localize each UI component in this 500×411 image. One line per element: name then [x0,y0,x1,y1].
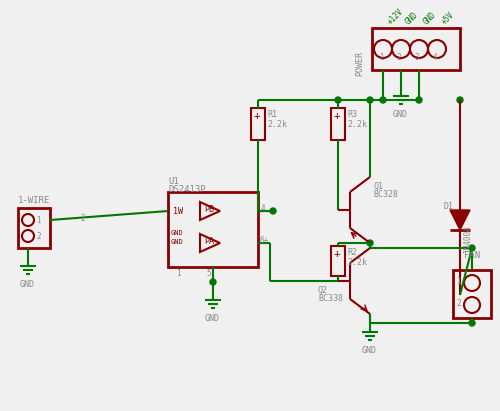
Circle shape [410,40,428,58]
Text: +12V: +12V [386,7,406,26]
Circle shape [210,279,216,285]
Text: DS2413P: DS2413P [168,185,205,194]
Text: 6+: 6+ [260,236,269,245]
Bar [453,270,491,318]
Text: GND: GND [393,110,408,119]
Circle shape [335,97,341,103]
Text: +: + [334,111,341,121]
Text: 1: 1 [456,277,460,286]
Text: Q1: Q1 [373,182,383,191]
Text: 2: 2 [80,214,84,223]
Text: 2.2k: 2.2k [347,258,367,267]
Circle shape [270,208,276,214]
Text: POWER: POWER [355,51,364,76]
Polygon shape [200,202,220,220]
Text: PB: PB [204,205,214,214]
Text: Q2: Q2 [318,286,328,295]
Text: +: + [254,111,261,121]
Text: PA: PA [204,237,214,246]
Bar [18,208,50,248]
Text: GND: GND [20,280,35,289]
Polygon shape [200,234,220,252]
Text: R2: R2 [347,248,357,257]
Text: 2: 2 [36,232,40,241]
Text: GND: GND [171,230,184,236]
Text: FAN: FAN [464,251,480,260]
Text: 2: 2 [396,53,402,62]
Text: 4: 4 [261,204,266,213]
Circle shape [457,97,463,103]
Text: BC338: BC338 [318,294,343,303]
Text: +: + [334,249,341,259]
Text: GND: GND [171,239,184,245]
Text: 1: 1 [378,53,384,62]
Text: GND: GND [422,10,438,26]
Circle shape [367,240,373,246]
Circle shape [464,297,480,313]
Circle shape [416,97,422,103]
Circle shape [22,214,34,226]
Text: 2: 2 [456,298,460,307]
Circle shape [469,245,475,251]
Text: U1: U1 [168,177,179,186]
Text: 2.2k: 2.2k [347,120,367,129]
Text: 4: 4 [432,53,438,62]
Circle shape [374,40,392,58]
Text: GND: GND [362,346,377,355]
Circle shape [428,40,446,58]
Text: 1W: 1W [173,207,183,216]
Circle shape [464,275,480,291]
Text: D1: D1 [444,202,454,211]
Bar [331,246,345,276]
Circle shape [380,97,386,103]
Text: GND: GND [404,10,420,26]
Bar [168,192,258,267]
Text: BC328: BC328 [373,190,398,199]
Text: 1: 1 [36,216,40,225]
Bar [372,28,460,70]
Polygon shape [450,210,470,230]
Circle shape [392,40,410,58]
Text: 5: 5 [206,269,210,278]
Text: 1: 1 [176,269,180,278]
Text: 1N4004: 1N4004 [463,225,472,253]
Circle shape [22,230,34,242]
Bar [331,108,345,140]
Text: R1: R1 [267,110,277,119]
Text: R3: R3 [347,110,357,119]
Text: 3: 3 [414,53,420,62]
Text: 2.2k: 2.2k [267,120,287,129]
Bar [251,108,265,140]
Circle shape [367,97,373,103]
Circle shape [469,320,475,326]
Text: GND: GND [205,314,220,323]
Text: 1-WIRE: 1-WIRE [18,196,50,205]
Text: +5V: +5V [440,10,456,26]
